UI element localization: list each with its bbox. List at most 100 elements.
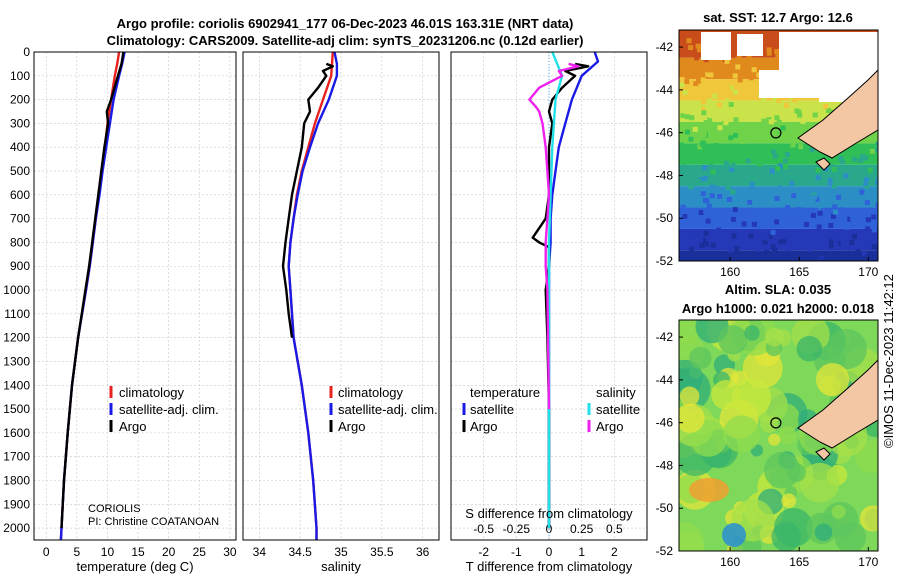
sst-map-title: sat. SST: 12.7 Argo: 12.6 — [703, 10, 853, 25]
sst-pixel — [833, 254, 839, 260]
depth-tick-label: 1200 — [3, 331, 30, 345]
sst-pixel — [708, 113, 714, 119]
sla-blob — [764, 451, 801, 489]
sst-pixel — [735, 64, 741, 70]
sst-pixel — [876, 176, 878, 182]
land-south-island — [797, 359, 878, 449]
sst-pixel — [708, 72, 714, 78]
legend-temp-satellite-label: satellite — [470, 402, 514, 417]
sla-blob — [718, 325, 748, 355]
sst-pixel — [843, 167, 849, 173]
sla-blob — [679, 359, 703, 396]
depth-tick-label: 300 — [10, 116, 30, 130]
sst-pixel — [733, 89, 738, 95]
sst-pixel — [701, 143, 707, 149]
sst-pixel — [875, 180, 878, 186]
sst-pixel — [696, 100, 702, 106]
argo-float-marker — [770, 417, 782, 429]
sst-pixel — [770, 230, 776, 235]
sst-pixel — [679, 82, 685, 88]
sst-pixel — [731, 34, 737, 40]
sst-pixel — [799, 122, 804, 128]
legend-climatology-label: climatology — [338, 385, 404, 400]
x-tick-label: 2 — [611, 545, 618, 559]
sst-pixel — [766, 133, 772, 139]
figure-title-line1: Argo profile: coriolis 6902941_177 06-De… — [117, 16, 574, 31]
sst-pixel — [695, 67, 701, 73]
sst-pixel — [792, 97, 798, 103]
sst-pixel — [762, 58, 768, 64]
sst-pixel — [774, 213, 780, 219]
sst-pixel — [777, 126, 783, 132]
temperature-xlabel: temperature (deg C) — [76, 559, 193, 574]
sla-map-title-line1: Altim. SLA: 0.035 — [725, 282, 831, 297]
sst-pixel — [727, 68, 733, 74]
temperature-legend: climatology satellite-adj. clim. Argo — [109, 385, 219, 434]
sst-pixel — [691, 36, 697, 42]
sst-pixel — [714, 225, 720, 230]
sst-pixel — [758, 210, 764, 216]
sst-pixel — [692, 86, 698, 91]
depth-tick-label: 2000 — [3, 521, 30, 535]
salinity-xlabel: salinity — [321, 559, 361, 574]
depth-tick-label: 100 — [10, 69, 30, 83]
sst-pixel — [796, 208, 801, 214]
sst-pixel — [679, 126, 685, 132]
sst-pixel — [831, 167, 837, 172]
sst-pixel — [832, 183, 838, 189]
sst-pixel — [810, 212, 816, 218]
sst-pixel — [707, 86, 713, 92]
sst-pixel — [757, 161, 763, 167]
sst-pixel — [733, 117, 739, 123]
sst-pixel — [697, 150, 702, 155]
sst-pixel — [725, 200, 731, 206]
sla-blob — [723, 415, 761, 453]
sst-pixel — [716, 227, 722, 233]
sst-pixel — [776, 63, 782, 69]
sst-pixel — [858, 158, 864, 163]
x-tick-label: 5 — [74, 545, 81, 559]
sst-pixel — [864, 200, 870, 206]
sst-pixel — [735, 30, 741, 35]
depth-tick-label: 1900 — [3, 497, 30, 511]
sst-pixel — [746, 54, 752, 60]
sst-pixel — [839, 207, 845, 213]
sst-pixel — [761, 198, 767, 203]
sst-map: -42 -44 -46 -48 -50 -52 160 165 170 — [656, 29, 879, 279]
sst-pixel — [828, 239, 834, 245]
x-tick-label: 20 — [162, 545, 176, 559]
sst-pixel — [780, 258, 786, 261]
sst-pixel — [840, 159, 846, 165]
sst-pixel — [835, 194, 841, 200]
figure-title-line2: Climatology: CARS2009. Satellite-adj cli… — [107, 33, 584, 48]
sst-pixel — [768, 258, 774, 261]
map-xtick-label: 170 — [858, 555, 878, 569]
depth-tick-label: 1600 — [3, 426, 30, 440]
sst-pixel — [679, 142, 684, 148]
sst-pixel — [810, 198, 816, 204]
sst-pixel — [863, 181, 869, 186]
sst-pixel — [863, 155, 869, 161]
depth-tick-label: 1300 — [3, 354, 30, 368]
sst-pixel — [689, 115, 695, 121]
sst-pixel — [702, 175, 708, 181]
map-ytick-label: -42 — [656, 40, 674, 54]
sst-pixel — [805, 181, 811, 187]
sst-pixel — [784, 102, 789, 108]
depth-tick-label: 800 — [10, 235, 30, 249]
sst-pixel — [782, 114, 788, 120]
series-line-temperature-argo — [531, 62, 590, 529]
sst-pixel — [876, 246, 878, 252]
sst-pixel — [789, 180, 795, 186]
sst-pixel — [701, 132, 707, 138]
sst-pixel — [736, 54, 742, 60]
map-xtick-label: 170 — [858, 265, 878, 279]
sst-pixel — [782, 158, 788, 164]
sla-map: -42 -44 -46 -48 -50 -52 160 165 170 — [656, 319, 879, 569]
sst-pixel — [728, 85, 734, 91]
sst-pixel — [690, 89, 696, 95]
sst-pixel — [741, 221, 747, 227]
sst-pixel — [729, 166, 735, 172]
sst-pixel — [709, 229, 715, 235]
